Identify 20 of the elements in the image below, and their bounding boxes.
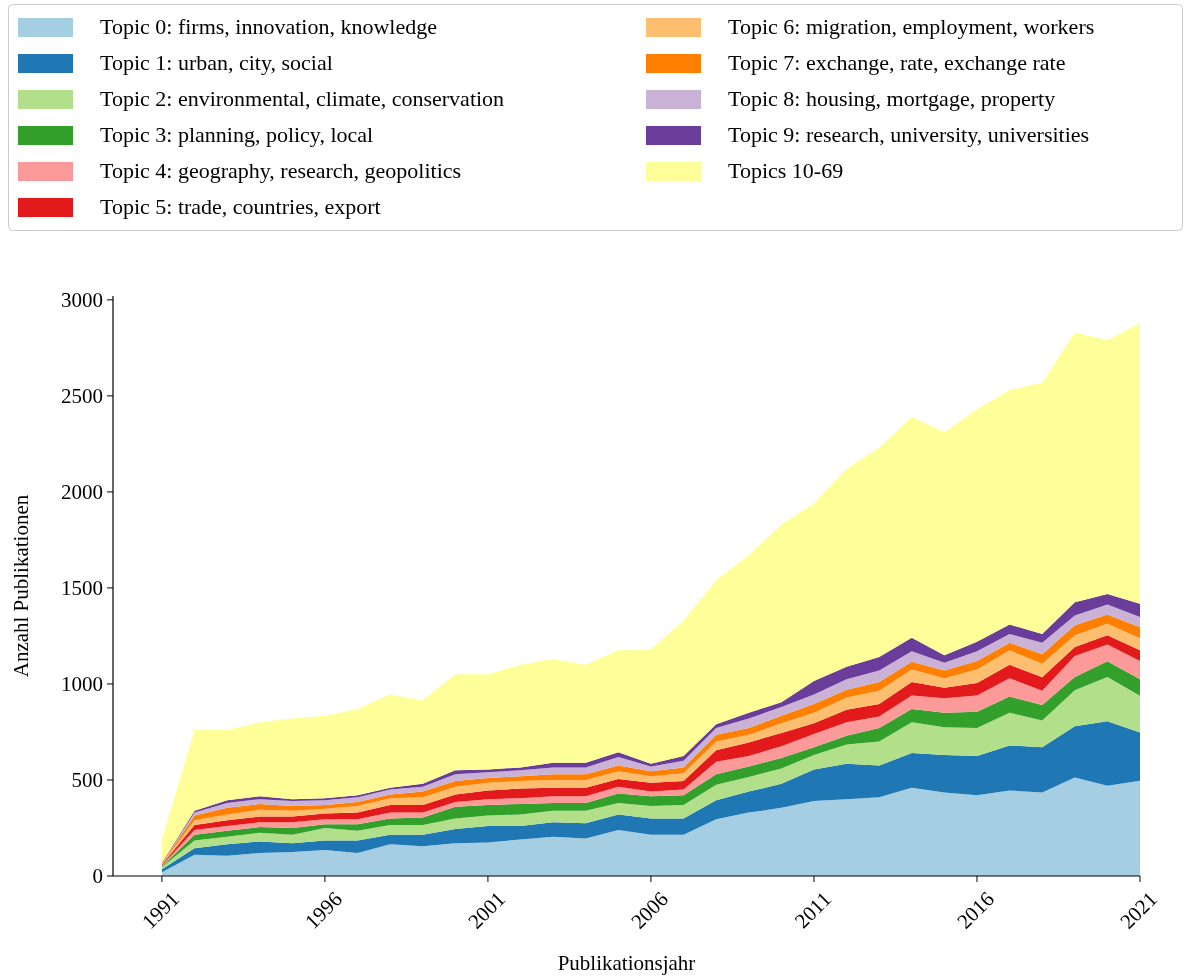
- legend-label: Topic 0: firms, innovation, knowledge: [100, 14, 437, 39]
- legend-label: Topic 9: research, university, universities: [728, 122, 1090, 147]
- legend-label: Topic 6: migration, employment, workers: [728, 14, 1095, 39]
- y-axis-title: Anzahl Publikationen: [9, 494, 33, 678]
- legend-label: Topic 2: environmental, climate, conservation: [100, 86, 505, 111]
- y-tick-label: 1500: [61, 576, 103, 601]
- legend-label: Topic 1: urban, city, social: [100, 50, 333, 75]
- x-axis-title: Publikationsjahr: [557, 951, 696, 975]
- legend-label: Topic 5: trade, countries, export: [100, 194, 381, 219]
- y-tick-label: 2500: [61, 384, 103, 409]
- y-tick-label: 0: [92, 864, 103, 889]
- y-tick-label: 2000: [61, 480, 103, 505]
- legend-label: Topics 10-69: [728, 158, 844, 183]
- legend-label: Topic 7: exchange, rate, exchange rate: [728, 50, 1066, 75]
- legend-label: Topic 8: housing, mortgage, property: [728, 86, 1056, 111]
- y-tick-label: 1000: [61, 672, 103, 697]
- y-tick-label: 500: [71, 768, 103, 793]
- y-tick-label: 3000: [61, 288, 103, 313]
- legend-label: Topic 3: planning, policy, local: [100, 122, 374, 147]
- legend-label: Topic 4: geography, research, geopolitics: [100, 158, 462, 183]
